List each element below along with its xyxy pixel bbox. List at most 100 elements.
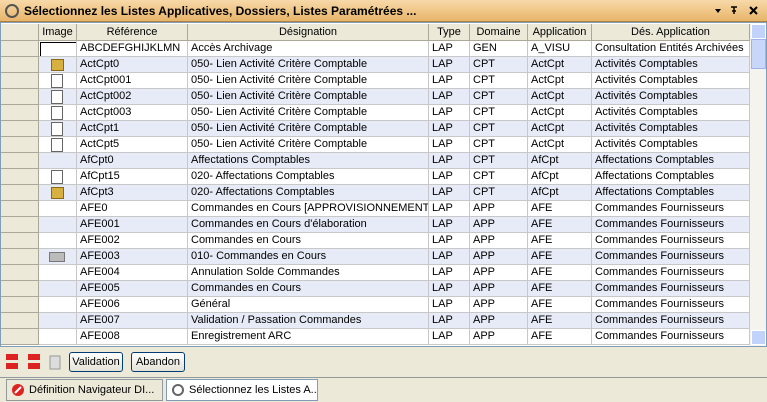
grid-cell: CPT bbox=[470, 169, 528, 185]
grid-cell: AfCpt bbox=[528, 185, 592, 201]
grid-cell: 050- Lien Activité Critère Comptable bbox=[188, 121, 429, 137]
image-cell bbox=[39, 249, 77, 265]
grid-cell: APP bbox=[470, 265, 528, 281]
grid-cell: Validation / Passation Commandes bbox=[188, 313, 429, 329]
grid-cell: Général bbox=[188, 297, 429, 313]
grid-cell: 010- Commandes en Cours bbox=[188, 249, 429, 265]
grid-cell: AfCpt3 bbox=[77, 185, 188, 201]
grid-cell: Commandes en Cours bbox=[188, 233, 429, 249]
window-controls[interactable] bbox=[712, 4, 764, 18]
grid-cell: AFE bbox=[528, 329, 592, 345]
validation-button[interactable]: Validation bbox=[69, 352, 123, 372]
grid-cell: GEN bbox=[470, 41, 528, 57]
grid-cell: LAP bbox=[429, 329, 470, 345]
grid-cell: AFE004 bbox=[77, 265, 188, 281]
grid-cell: LAP bbox=[429, 169, 470, 185]
grid-cell: Commandes Fournisseurs bbox=[592, 313, 750, 329]
row-header bbox=[1, 265, 39, 281]
grid-cell: APP bbox=[470, 313, 528, 329]
row-header bbox=[1, 73, 39, 89]
grid-cell: ActCpt002 bbox=[77, 89, 188, 105]
grid-cell: LAP bbox=[429, 153, 470, 169]
grid-cell: AFE001 bbox=[77, 217, 188, 233]
data-grid: Image Référence Désignation Type Domaine Appl… bbox=[0, 22, 767, 347]
grid-cell: LAP bbox=[429, 217, 470, 233]
column-header: Type bbox=[429, 24, 470, 41]
abandon-button[interactable]: Abandon bbox=[131, 352, 185, 372]
row-header bbox=[1, 121, 39, 137]
grid-cell: LAP bbox=[429, 121, 470, 137]
grid-cell: 050- Lien Activité Critère Comptable bbox=[188, 105, 429, 121]
row-header bbox=[1, 57, 39, 73]
grid-cell: CPT bbox=[470, 121, 528, 137]
grid-cell: Affectations Comptables bbox=[592, 185, 750, 201]
image-cell bbox=[39, 121, 77, 137]
grid-cell: LAP bbox=[429, 57, 470, 73]
row-header bbox=[1, 137, 39, 153]
grid-cell: AFE002 bbox=[77, 233, 188, 249]
grid-cell: LAP bbox=[429, 265, 470, 281]
row-header bbox=[1, 185, 39, 201]
grid-cell: 050- Lien Activité Critère Comptable bbox=[188, 89, 429, 105]
grid-cell: AFE bbox=[528, 249, 592, 265]
grid-cell: Commandes Fournisseurs bbox=[592, 201, 750, 217]
row-header bbox=[1, 41, 39, 57]
grid-cell: ActCpt003 bbox=[77, 105, 188, 121]
column-header: Dés. Application bbox=[592, 24, 750, 41]
grid-cell: AfCpt bbox=[528, 169, 592, 185]
toolbar-icons[interactable] bbox=[4, 352, 64, 372]
grid-cell: AFE0 bbox=[77, 201, 188, 217]
row-header bbox=[1, 297, 39, 313]
grid-cell: 050- Lien Activité Critère Comptable bbox=[188, 73, 429, 89]
grid-cell: Commandes Fournisseurs bbox=[592, 233, 750, 249]
grid-cell: Activités Comptables bbox=[592, 73, 750, 89]
row-header bbox=[1, 329, 39, 345]
grid-cell: ActCpt5 bbox=[77, 137, 188, 153]
grid-cell: Commandes en Cours bbox=[188, 281, 429, 297]
image-cell bbox=[39, 329, 77, 345]
grid-cell: Commandes Fournisseurs bbox=[592, 217, 750, 233]
app-icon bbox=[5, 4, 19, 18]
grid-cell: ActCpt bbox=[528, 73, 592, 89]
image-cell bbox=[39, 217, 77, 233]
image-cell bbox=[39, 41, 77, 57]
grid-cell: LAP bbox=[429, 233, 470, 249]
grid-cell: LAP bbox=[429, 185, 470, 201]
image-cell bbox=[39, 185, 77, 201]
row-header bbox=[1, 313, 39, 329]
grid-cell: LAP bbox=[429, 105, 470, 121]
grid-cell: LAP bbox=[429, 137, 470, 153]
image-cell bbox=[39, 297, 77, 313]
grid-cell: ActCpt bbox=[528, 105, 592, 121]
tab[interactable]: Définition Navigateur DI... bbox=[6, 379, 163, 401]
scrollbar[interactable] bbox=[750, 24, 766, 346]
grid-cell: Accès Archivage bbox=[188, 41, 429, 57]
column-header: Désignation bbox=[188, 24, 429, 41]
grid-cell: AfCpt0 bbox=[77, 153, 188, 169]
tab-icon bbox=[12, 384, 24, 396]
row-header bbox=[1, 153, 39, 169]
image-cell bbox=[39, 281, 77, 297]
image-cell bbox=[39, 265, 77, 281]
grid-cell: APP bbox=[470, 297, 528, 313]
grid-cell: Activités Comptables bbox=[592, 137, 750, 153]
tab-active[interactable]: Sélectionnez les Listes A... bbox=[166, 379, 318, 401]
row-header bbox=[1, 201, 39, 217]
row-header bbox=[1, 217, 39, 233]
grid-cell: AFE bbox=[528, 265, 592, 281]
grid-cell: LAP bbox=[429, 201, 470, 217]
row-header bbox=[1, 105, 39, 121]
grid-cell: AfCpt bbox=[528, 153, 592, 169]
grid-cell: Commandes Fournisseurs bbox=[592, 281, 750, 297]
grid-cell: AFE bbox=[528, 217, 592, 233]
grid-cell: Affectations Comptables bbox=[592, 169, 750, 185]
row-header bbox=[1, 233, 39, 249]
grid-cell: LAP bbox=[429, 297, 470, 313]
row-header bbox=[1, 89, 39, 105]
grid-cell: LAP bbox=[429, 313, 470, 329]
image-cell bbox=[39, 105, 77, 121]
grid-cell: LAP bbox=[429, 281, 470, 297]
grid-cell: 050- Lien Activité Critère Comptable bbox=[188, 137, 429, 153]
grid-cell: ActCpt0 bbox=[77, 57, 188, 73]
